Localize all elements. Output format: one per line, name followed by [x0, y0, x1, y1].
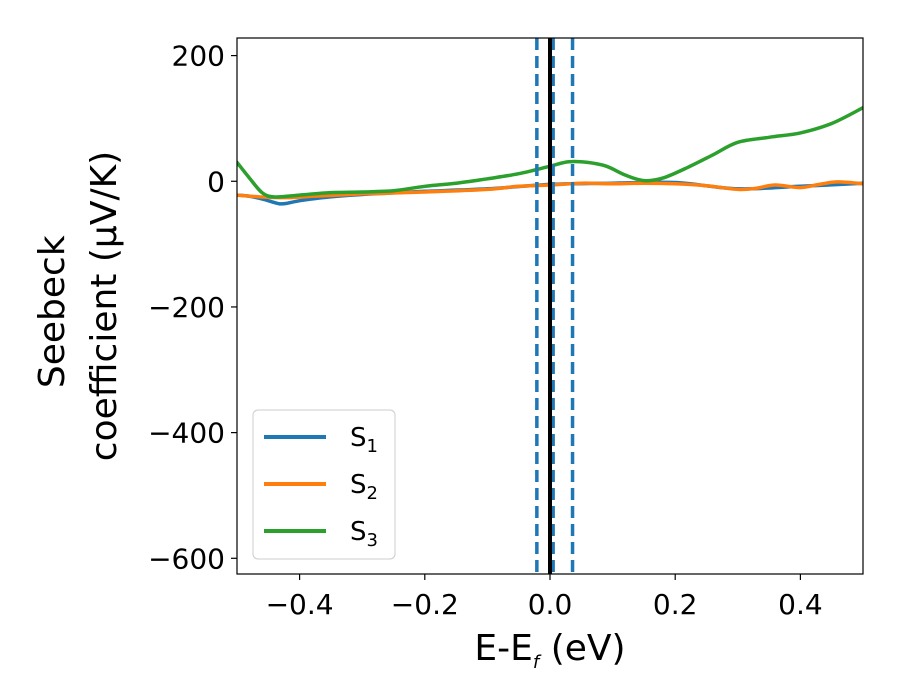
- series-line-s2: [237, 180, 863, 200]
- y-tick-label: −600: [148, 542, 225, 575]
- y-axis-title-line1: Seebeck: [32, 235, 73, 388]
- x-axis-title: E-Ef (eV): [474, 628, 625, 673]
- legend: S1 S2 S3: [252, 409, 396, 560]
- x-tick-label: 0.2: [653, 588, 698, 621]
- y-tick-label: 0: [207, 165, 225, 198]
- y-tick-label: 200: [172, 40, 225, 73]
- legend-label-s2: S2: [350, 470, 378, 504]
- x-tick-label: 0.4: [778, 588, 823, 621]
- y-tick-label: −400: [148, 417, 225, 450]
- plot-area: [237, 38, 863, 574]
- x-tick-label: 0.0: [528, 588, 573, 621]
- x-axis-title-subscript: f: [533, 652, 542, 673]
- y-tick-label: −200: [148, 291, 225, 324]
- series-line-s3: [237, 105, 863, 199]
- legend-label-s3: S3: [350, 517, 378, 551]
- tick-layer: −0.4 −0.2 0.0 0.2 0.4 −600 −400 −200 0 200: [148, 40, 823, 621]
- y-axis-title: Seebeck coefficient (μV/K): [32, 151, 125, 461]
- x-tick-label: −0.4: [266, 588, 334, 621]
- x-tick-label: −0.2: [391, 588, 459, 621]
- y-axis-title-line2: coefficient (μV/K): [84, 151, 125, 461]
- legend-label-s1: S1: [350, 423, 378, 457]
